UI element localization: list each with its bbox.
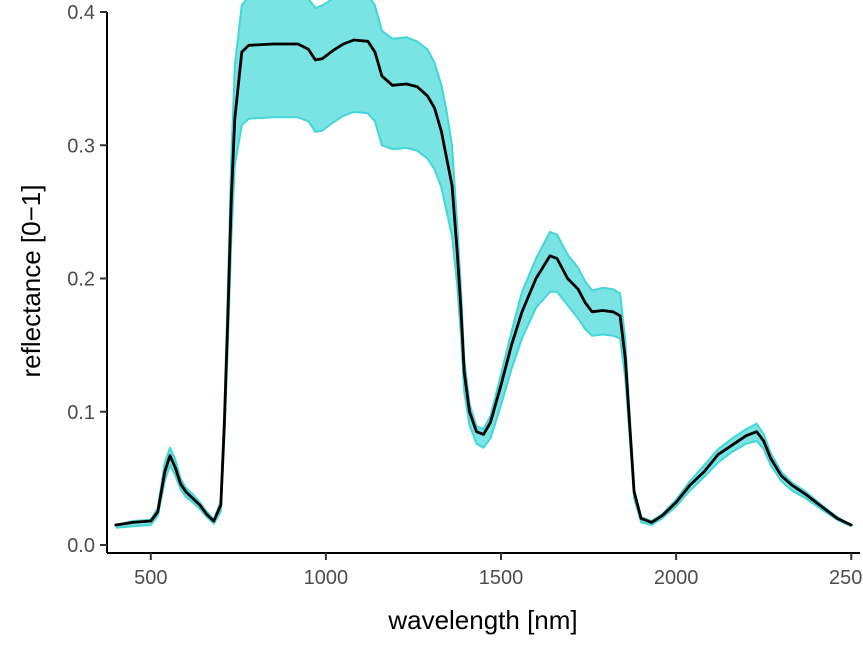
plot-area (114, 0, 853, 529)
x-tick-label: 1000 (304, 567, 349, 589)
x-tick-label: 500 (134, 567, 167, 589)
x-tick-label: 2000 (654, 567, 699, 589)
y-tick-label: 0.1 (67, 402, 95, 424)
y-tick-label: 0.3 (67, 135, 95, 157)
mean-reflectance-line (114, 38, 853, 527)
y-tick-label: 0.4 (67, 2, 95, 24)
y-axis-ticks: 0.0 0.1 0.2 0.3 0.4 (67, 2, 107, 557)
y-tick-label: 0.2 (67, 269, 95, 291)
x-tick-label: 1500 (479, 567, 524, 589)
y-tick-label: 0.0 (67, 535, 95, 557)
x-axis-title: wavelength [nm] (387, 605, 577, 635)
y-axis-title: reflectance [0−1] (16, 185, 46, 378)
